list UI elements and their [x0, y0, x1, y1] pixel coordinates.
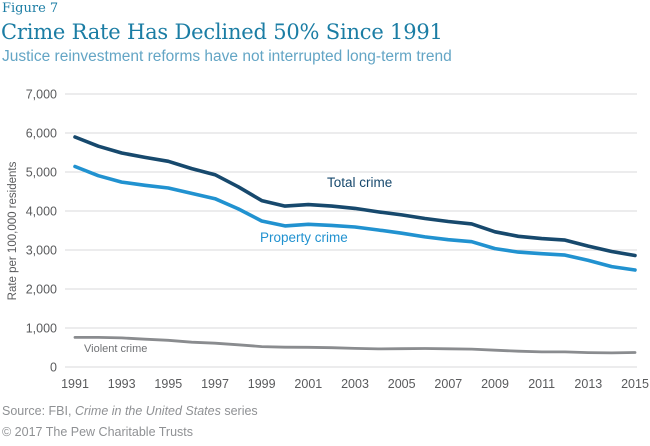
x-tick-label: 1993: [108, 377, 136, 391]
x-tick-label: 1995: [154, 377, 182, 391]
total-crime-label: Total crime: [327, 175, 393, 190]
chart-footer: Source: FBI, Crime in the United States …: [2, 401, 258, 443]
x-tick-label: 2009: [481, 377, 509, 391]
source-title-italic: Crime in the United States: [74, 404, 221, 418]
x-tick-label: 2013: [574, 377, 602, 391]
y-axis-title: Rate per 100,000 residents: [7, 161, 19, 301]
property-crime-line: [73, 164, 637, 272]
copyright-line: © 2017 The Pew Charitable Trusts: [2, 425, 194, 439]
y-tick-label: 3,000: [26, 244, 57, 258]
x-tick-label: 2007: [434, 377, 462, 391]
y-tick-label: 1,000: [26, 322, 57, 336]
source-prefix: Source: FBI,: [2, 404, 75, 418]
total-crime-line: [73, 135, 637, 258]
crime-trend-plot: 7,000 6,000 5,000 4,000 3,000 2,000 1,000 0 1991…: [26, 88, 649, 392]
violent-crime-line: [73, 335, 637, 355]
figure-label: Figure 7: [2, 1, 59, 16]
violent-crime-label: Violent crime: [84, 343, 148, 355]
x-tick-label: 1991: [61, 377, 89, 391]
y-tick-label: 2,000: [26, 283, 57, 297]
property-crime-label: Property crime: [260, 230, 348, 245]
y-tick-label: 4,000: [26, 205, 57, 219]
source-suffix: series: [220, 404, 258, 418]
x-tick-label: 1999: [248, 377, 276, 391]
x-tick-label: 2011: [528, 377, 555, 391]
x-tick-label: 2003: [341, 377, 369, 391]
x-tick-label: 2001: [294, 377, 322, 391]
source-line: Source: FBI, Crime in the United States …: [2, 401, 258, 422]
x-tick-label: 2005: [388, 377, 416, 391]
line-chart: 7,000 6,000 5,000 4,000 3,000 2,000 1,000 0 1991…: [0, 80, 650, 395]
page-title: Crime Rate Has Declined 50% Since 1991: [1, 20, 443, 44]
y-tick-label: 5,000: [26, 166, 57, 180]
y-tick-label: 0: [50, 361, 57, 375]
y-tick-label: 6,000: [26, 127, 57, 141]
x-tick-label: 1997: [201, 377, 229, 391]
chart-subtitle: Justice reinvestment reforms have not in…: [2, 48, 452, 65]
x-tick-label: 2015: [621, 377, 649, 391]
y-tick-label: 7,000: [26, 88, 57, 102]
